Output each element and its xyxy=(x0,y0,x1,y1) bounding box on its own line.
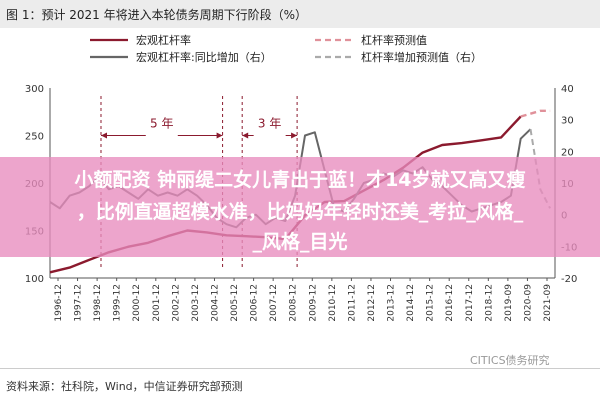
x-tick-2004-12: 2004-12 xyxy=(210,284,220,322)
x-tick-2001-12: 2001-12 xyxy=(152,284,162,322)
x-tick-1998-12: 1998-12 xyxy=(93,284,103,322)
overlay-line-3: _风格_目光 xyxy=(252,231,348,253)
y-right-tick--20: -20 xyxy=(561,274,577,285)
x-tick-2014-12: 2014-12 xyxy=(406,284,416,322)
x-tick-2013-12: 2013-12 xyxy=(387,284,397,322)
x-tick-2008-12: 2008-12 xyxy=(289,284,299,322)
x-tick-2015-12: 2015-12 xyxy=(426,284,436,322)
chart-title: 图 1：预计 2021 年将进入本轮债务周期下行阶段（%） xyxy=(6,8,308,22)
x-tick-2005-12: 2005-12 xyxy=(230,284,240,322)
overlay-line-1: 小额配资 钟丽缇二女儿青出于蓝！才14岁就又高又瘦 xyxy=(74,169,526,191)
x-tick-1999-12: 1999-12 xyxy=(113,284,123,322)
annotation-label-0: 5 年 xyxy=(150,117,173,131)
x-tick-1997-12: 1997-12 xyxy=(74,284,84,322)
annotation-arrowhead-left-0 xyxy=(100,132,107,139)
overlay-line-2: ，比例直逼超模水准，比妈妈年轻时还美_考拉_风格_ xyxy=(76,201,524,223)
legend-label-2: 宏观杠杆率:同比增加（右） xyxy=(136,50,272,64)
annotation-label-1: 3 年 xyxy=(258,117,281,131)
source-note: 资料来源：社科院，Wind，中信证券研究部预测 xyxy=(6,380,243,393)
source-bar: 资料来源：社科院，Wind，中信证券研究部预测 xyxy=(0,368,600,401)
x-tick-2016-12: 2016-12 xyxy=(445,284,455,322)
x-tick-2018-12: 2018-12 xyxy=(484,284,494,322)
x-tick-2009-12: 2009-12 xyxy=(308,284,318,322)
watermark: CITICS债务研究 xyxy=(470,354,550,367)
legend-label-0: 宏观杠杆率 xyxy=(136,33,191,47)
x-tick-2019-09: 2019-09 xyxy=(504,284,514,322)
x-tick-2017-12: 2017-12 xyxy=(465,284,475,322)
x-tick-1996-12: 1996-12 xyxy=(54,284,64,322)
annotation-arrowhead-left-1 xyxy=(242,132,249,139)
legend-label-1: 杠杆率预测值 xyxy=(361,33,427,47)
overlay-banner[interactable]: 小额配资 钟丽缇二女儿青出于蓝！才14岁就又高又瘦 ，比例直逼超模水准，比妈妈年… xyxy=(0,157,600,257)
series-line-1 xyxy=(520,109,551,118)
annotation-arrowhead-right-1 xyxy=(291,132,298,139)
x-tick-2003-12: 2003-12 xyxy=(191,284,201,322)
x-tick-2000-12: 2000-12 xyxy=(132,284,142,322)
y-left-tick-300: 300 xyxy=(25,84,44,95)
x-tick-2002-12: 2002-12 xyxy=(171,284,181,322)
x-tick-2007-12: 2007-12 xyxy=(269,284,279,322)
title-bar: 图 1：预计 2021 年将进入本轮债务周期下行阶段（%） xyxy=(0,0,600,28)
y-left-tick-100: 100 xyxy=(25,274,44,285)
x-tick-2006-12: 2006-12 xyxy=(250,284,260,322)
annotation-arrowhead-right-0 xyxy=(216,132,223,139)
x-tick-2010-12: 2010-12 xyxy=(328,284,338,322)
x-tick-2011-12: 2011-12 xyxy=(347,284,357,322)
x-tick-2012-12: 2012-12 xyxy=(367,284,377,322)
x-tick-2020-09: 2020-09 xyxy=(523,284,533,322)
legend-label-3: 杠杆率增加预测值（右） xyxy=(361,50,482,64)
y-right-tick-40: 40 xyxy=(561,84,574,95)
y-right-tick-20: 20 xyxy=(561,147,574,158)
x-tick-2021-09: 2021-09 xyxy=(543,284,553,322)
y-right-tick-30: 30 xyxy=(561,116,574,127)
y-left-tick-250: 250 xyxy=(25,132,44,143)
